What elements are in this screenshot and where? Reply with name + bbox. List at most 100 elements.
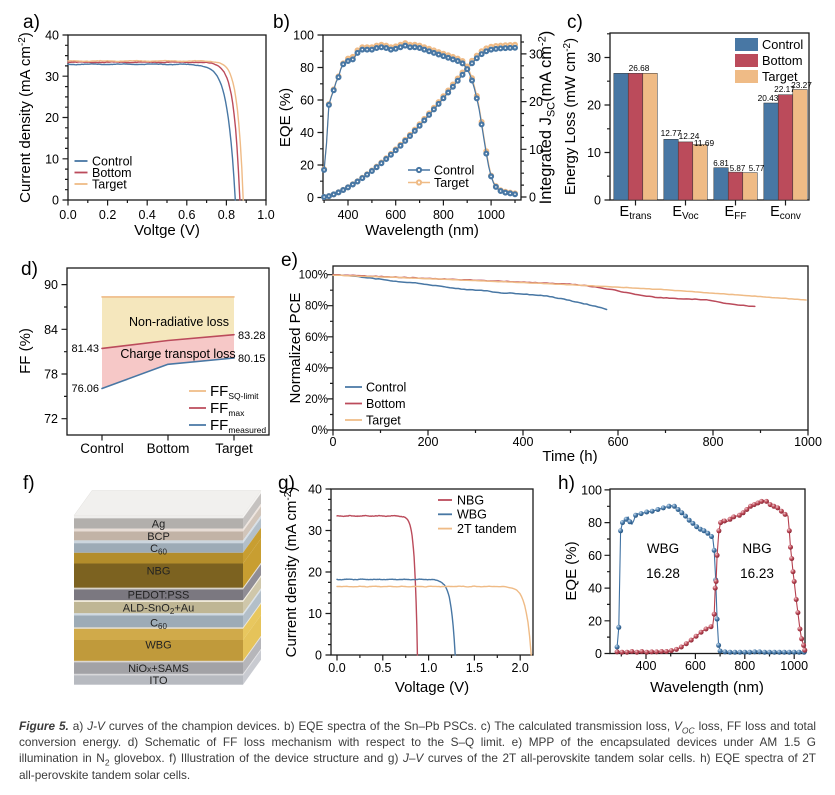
svg-text:0: 0: [52, 194, 59, 208]
svg-text:1.0: 1.0: [257, 208, 274, 222]
svg-text:20: 20: [529, 95, 543, 109]
svg-text:Charge transpot loss: Charge transpot loss: [120, 347, 235, 361]
svg-text:2T tandem: 2T tandem: [457, 522, 517, 536]
svg-text:NBG: NBG: [742, 541, 771, 556]
svg-text:600: 600: [608, 435, 629, 449]
svg-text:Control: Control: [434, 164, 474, 178]
svg-text:Econv: Econv: [770, 204, 801, 222]
svg-text:Voltage (V): Voltage (V): [395, 679, 469, 696]
svg-text:200: 200: [418, 435, 439, 449]
svg-text:WBG: WBG: [145, 640, 171, 652]
svg-text:30: 30: [45, 70, 59, 84]
svg-text:EQE (%): EQE (%): [563, 541, 580, 600]
svg-text:0: 0: [330, 435, 337, 449]
svg-text:72: 72: [44, 412, 58, 426]
svg-text:78: 78: [44, 368, 58, 382]
svg-text:1.0: 1.0: [420, 661, 437, 675]
svg-text:ALD-SnO2+Au: ALD-SnO2+Au: [123, 603, 194, 617]
svg-text:Control: Control: [92, 154, 132, 168]
svg-text:30: 30: [308, 524, 322, 538]
svg-text:FFmeasured: FFmeasured: [210, 417, 266, 435]
svg-text:400: 400: [338, 208, 359, 222]
svg-text:10: 10: [45, 152, 59, 166]
svg-text:16.23: 16.23: [740, 566, 774, 581]
svg-text:Current density (mA cm-2): Current density (mA cm-2): [17, 32, 34, 203]
svg-text:0: 0: [315, 649, 322, 663]
svg-text:40: 40: [588, 582, 602, 596]
svg-text:f): f): [23, 473, 35, 494]
svg-text:d): d): [21, 259, 38, 280]
svg-text:g): g): [278, 473, 295, 494]
svg-text:EFF: EFF: [725, 204, 747, 222]
svg-text:Etrans: Etrans: [620, 204, 652, 222]
svg-text:100: 100: [293, 29, 314, 43]
svg-text:0.2: 0.2: [99, 208, 116, 222]
svg-text:PEDOT:PSS: PEDOT:PSS: [128, 590, 190, 602]
svg-text:800: 800: [734, 659, 755, 673]
svg-text:60%: 60%: [305, 332, 328, 344]
svg-text:600: 600: [685, 659, 706, 673]
svg-text:30: 30: [529, 47, 543, 61]
svg-text:Target: Target: [92, 177, 127, 191]
svg-text:Target: Target: [762, 69, 798, 84]
svg-text:EVoc: EVoc: [672, 204, 698, 222]
svg-text:800: 800: [433, 208, 454, 222]
svg-text:20: 20: [588, 614, 602, 628]
svg-text:Time (h): Time (h): [542, 448, 597, 465]
svg-text:20: 20: [308, 566, 322, 580]
svg-text:0: 0: [594, 194, 601, 208]
svg-text:6.81: 6.81: [713, 159, 729, 168]
svg-text:40: 40: [45, 29, 59, 43]
svg-text:1000: 1000: [477, 208, 505, 222]
svg-text:Ag: Ag: [152, 518, 165, 530]
svg-text:400: 400: [513, 435, 534, 449]
svg-text:20: 20: [300, 159, 314, 173]
svg-text:20: 20: [587, 99, 601, 113]
svg-text:FFSQ-limit: FFSQ-limit: [210, 383, 259, 401]
svg-text:Bottom: Bottom: [762, 53, 803, 68]
svg-text:80: 80: [300, 61, 314, 75]
svg-text:a): a): [23, 12, 40, 33]
svg-text:0%: 0%: [311, 425, 328, 437]
svg-text:10: 10: [587, 146, 601, 160]
svg-text:30: 30: [587, 51, 601, 65]
svg-text:Target: Target: [434, 176, 469, 190]
svg-text:0: 0: [529, 191, 536, 205]
svg-text:84: 84: [44, 323, 58, 337]
svg-text:10: 10: [308, 607, 322, 621]
svg-text:ITO: ITO: [149, 675, 168, 687]
svg-text:20.43: 20.43: [758, 93, 779, 103]
svg-text:WBG: WBG: [457, 508, 487, 522]
svg-text:0: 0: [595, 647, 602, 661]
svg-text:40: 40: [308, 483, 322, 497]
svg-text:76.06: 76.06: [71, 383, 99, 395]
svg-text:Voltge (V): Voltge (V): [134, 222, 200, 239]
svg-text:Normalized PCE: Normalized PCE: [287, 293, 304, 404]
svg-text:100: 100: [581, 483, 602, 497]
svg-text:80.15: 80.15: [238, 353, 266, 365]
svg-text:e): e): [281, 250, 298, 271]
svg-text:Energy Loss (mW cm-2): Energy Loss (mW cm-2): [562, 38, 579, 195]
svg-text:10: 10: [529, 143, 543, 157]
svg-text:90: 90: [44, 278, 58, 292]
svg-text:20%: 20%: [305, 394, 328, 406]
svg-text:Wavelength (nm): Wavelength (nm): [365, 222, 479, 239]
svg-text:400: 400: [636, 659, 657, 673]
svg-text:1000: 1000: [794, 435, 822, 449]
svg-text:0: 0: [307, 191, 314, 205]
svg-text:b): b): [273, 12, 290, 33]
svg-text:0.0: 0.0: [59, 208, 76, 222]
svg-text:83.28: 83.28: [238, 330, 266, 342]
svg-text:NBG: NBG: [457, 493, 484, 507]
svg-text:80: 80: [588, 516, 602, 530]
svg-text:0.6: 0.6: [178, 208, 195, 222]
svg-text:16.28: 16.28: [646, 566, 680, 581]
svg-text:2.0: 2.0: [512, 661, 529, 675]
svg-text:Target: Target: [215, 441, 253, 456]
svg-text:Bottom: Bottom: [147, 441, 190, 456]
svg-text:FF (%): FF (%): [17, 328, 34, 374]
svg-text:60: 60: [588, 549, 602, 563]
svg-text:Wavelength (nm): Wavelength (nm): [650, 679, 764, 696]
svg-text:Integrated JSC(mA cm-2): Integrated JSC(mA cm-2): [537, 31, 558, 205]
svg-text:Bottom: Bottom: [92, 166, 132, 180]
